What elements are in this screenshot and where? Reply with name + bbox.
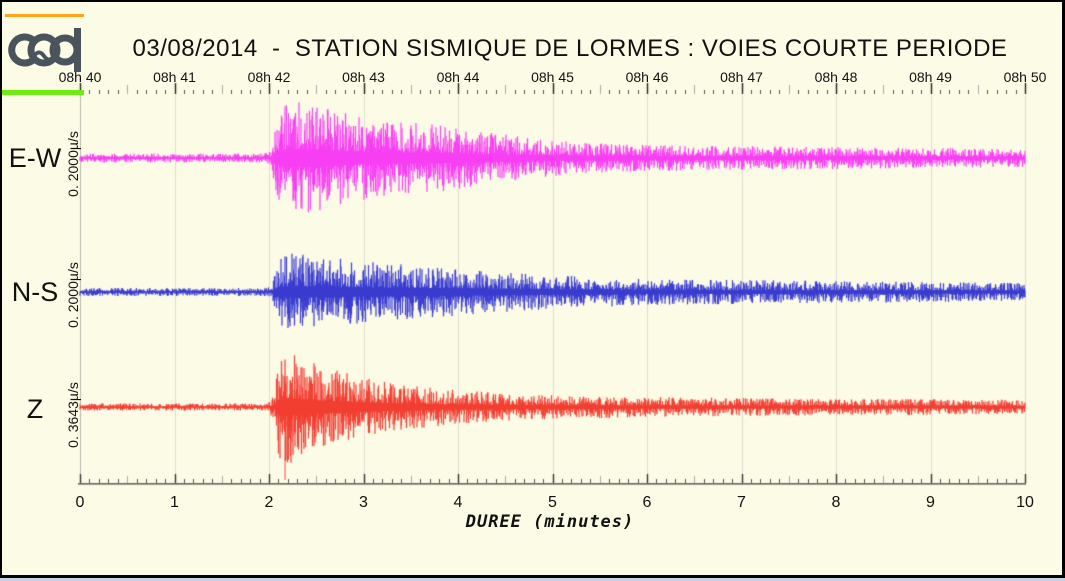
logo-orange-bar (5, 14, 84, 17)
bottom-axis-tick-label: 10 (1016, 494, 1034, 511)
top-axis-tick-label: 08h 45 (531, 69, 574, 85)
top-axis-tick-label: 08h 47 (720, 69, 763, 85)
top-axis-tick-label: 08h 46 (625, 69, 669, 85)
bottom-axis-tick-label: 5 (548, 494, 557, 511)
top-axis-tick-label: 08h 50 (1003, 69, 1047, 85)
top-axis-tick-label: 08h 42 (247, 69, 291, 85)
page-title: 03/08/2014 - STATION SISMIQUE DE LORMES … (132, 35, 1008, 62)
bottom-axis-tick-label: 2 (264, 494, 274, 511)
bottom-axis-tick-label: 4 (453, 494, 463, 511)
top-axis-tick-label: 08h 44 (436, 69, 480, 85)
trace-label-z: Z (26, 394, 44, 424)
top-axis-tick-label: 08h 40 (58, 69, 102, 85)
trace-label-ns: N-S (11, 277, 59, 307)
bottom-axis-tick-label: 6 (642, 494, 652, 511)
x-axis-title: DUREE (minutes) (465, 512, 635, 532)
bottom-axis-tick-label: 1 (170, 494, 179, 511)
bottom-edge-strip (0, 578, 1065, 581)
bottom-axis-tick-label: 7 (737, 494, 746, 511)
trace-label-ew: E-W (8, 143, 62, 173)
bottom-axis-tick-label: 3 (359, 494, 368, 511)
cea-logo (8, 28, 81, 72)
bottom-axis-tick-label: 0 (75, 494, 85, 511)
top-axis-tick-label: 08h 49 (909, 69, 952, 85)
top-axis-tick-label: 08h 48 (814, 69, 858, 85)
logo-green-bar (2, 90, 84, 95)
top-axis-tick-label: 08h 41 (153, 69, 196, 85)
bottom-axis-tick-label: 8 (831, 494, 841, 511)
bottom-axis-tick-label: 9 (926, 494, 935, 511)
top-axis-tick-label: 08h 43 (342, 69, 385, 85)
